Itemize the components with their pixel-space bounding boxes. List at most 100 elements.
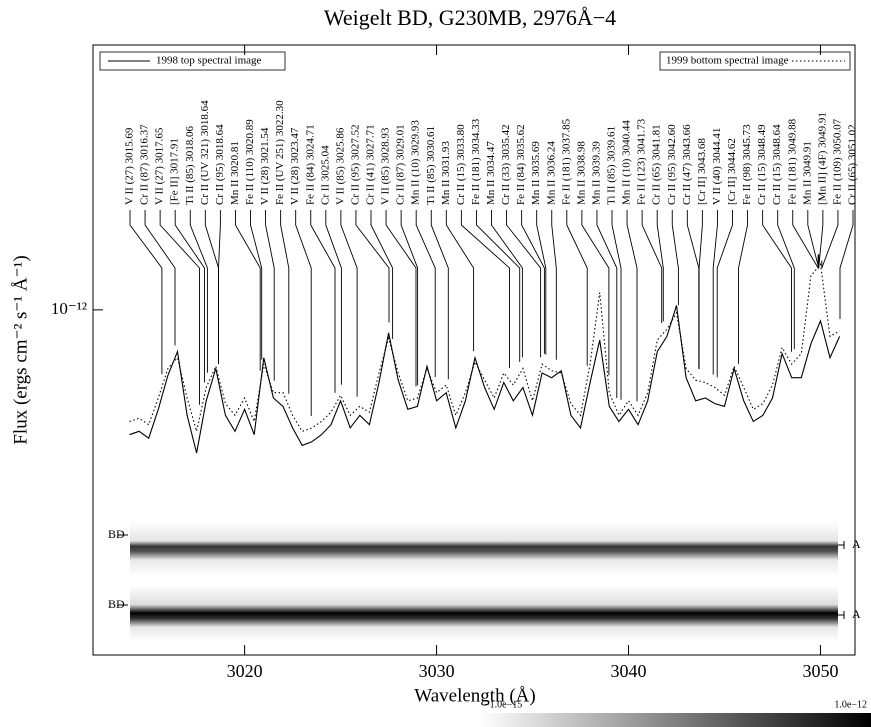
line-id-leader — [370, 210, 394, 339]
line-id-label: Cr II (65) 3051.02 — [847, 124, 859, 205]
line-id-label: [Mn II] (4F) 3049.91 — [816, 112, 828, 205]
line-id-leader — [821, 210, 839, 269]
spectrum-line — [129, 305, 841, 454]
line-id-label: Fe II (109) 3050.07 — [831, 118, 843, 205]
line-id-leader — [385, 210, 417, 387]
x-tick-label: 3020 — [227, 661, 263, 681]
line-id-label: V II (27) 3015.69 — [124, 127, 136, 205]
image-label: BD — [108, 597, 125, 611]
line-id-label: Mn II 3031.93 — [440, 141, 452, 205]
image-label: A — [852, 537, 861, 551]
line-id-leader — [641, 210, 663, 323]
image-label: BD — [108, 527, 125, 541]
line-id-label: Cr II 3025.04 — [319, 145, 331, 205]
image-marker — [838, 541, 845, 549]
spectral-image-1999 — [130, 585, 838, 641]
x-tick-label: 3030 — [419, 661, 455, 681]
line-id-leader — [506, 210, 542, 358]
line-id-label: Cr II (15) 3033.80 — [455, 124, 467, 205]
line-id-leader — [777, 210, 795, 350]
line-id-label: Cr II (15) 3048.64 — [771, 124, 783, 205]
line-id-label: Fe II (98) 3045.73 — [741, 124, 753, 205]
line-id-leader — [445, 210, 475, 352]
line-id-leader — [491, 210, 523, 358]
line-id-leader — [159, 210, 200, 405]
line-id-leader — [250, 210, 263, 360]
line-id-label: V II (28) 3021.54 — [259, 127, 271, 205]
line-id-leader — [611, 210, 622, 400]
line-id-label: Cr II (65) 3041.81 — [651, 124, 663, 205]
image-marker — [838, 611, 845, 619]
line-id-leader — [521, 210, 545, 354]
line-id-leader — [566, 210, 588, 366]
colorbar — [480, 713, 871, 727]
line-id-leader — [596, 210, 618, 398]
line-id-leader — [818, 210, 824, 269]
line-id-label: Cr II (95) 3042.60 — [666, 124, 678, 205]
line-id-label: V II (27) 3017.65 — [154, 127, 166, 205]
line-id-label: Mn II 3036.24 — [545, 141, 557, 205]
line-id-label: Mn II 3034.47 — [485, 141, 497, 205]
image-label: A — [852, 607, 861, 621]
line-id-label: Fe II (181) 3034.33 — [470, 118, 482, 205]
line-id-leader — [475, 210, 521, 362]
line-id-leader — [762, 210, 792, 352]
line-id-label: [Fe II] 3017.91 — [169, 138, 181, 205]
line-id-leader — [460, 210, 510, 369]
line-id-leader — [839, 210, 854, 319]
spectrum-line — [129, 262, 840, 432]
line-id-leader — [280, 210, 290, 394]
line-id-label: Mn II 3049.91 — [801, 141, 813, 205]
colorbar-label: 1.0e−12 — [834, 699, 867, 710]
line-id-leader — [234, 210, 261, 371]
line-id-leader — [738, 210, 749, 364]
line-id-leader — [626, 210, 638, 402]
line-id-label: Ti II (85) 3030.61 — [425, 126, 437, 205]
x-tick-label: 3050 — [802, 661, 838, 681]
line-id-leader — [325, 210, 342, 385]
line-id-label: V II (85) 3025.86 — [334, 127, 346, 205]
line-id-label: Fe II (UV 251) 3022.30 — [274, 100, 286, 205]
line-id-label: Fe II (123) 3041.73 — [636, 118, 648, 205]
legend-label: 1998 top spectral image — [156, 55, 262, 67]
legend-box — [659, 51, 851, 71]
x-tick-label: 3040 — [611, 661, 647, 681]
line-id-label: Mn II 3035.69 — [530, 141, 542, 205]
line-id-leader — [686, 210, 700, 369]
line-id-label: Cr II (41) 3027.71 — [365, 124, 377, 205]
line-id-label: Cr II (47) 3043.66 — [681, 124, 693, 205]
spectral-image-1998 — [130, 522, 838, 576]
x-axis-label: Wavelength (Å) — [414, 685, 535, 706]
line-id-label: Ti II (85) 3039.61 — [606, 126, 618, 205]
line-id-label: Mn II 3020.81 — [229, 141, 241, 205]
chart-title: Weigelt BD, G230MB, 2976Å−4 — [324, 5, 616, 30]
legend-box — [99, 51, 286, 71]
line-id-label: Fe II (181) 3037.85 — [560, 118, 572, 205]
line-id-leader — [218, 210, 221, 364]
line-id-label: V II (40) 3044.41 — [711, 128, 723, 205]
line-id-label: [Cr II] 3043.68 — [696, 138, 708, 205]
line-id-label: Mn II 3038.98 — [575, 141, 587, 205]
line-id-leader — [698, 210, 703, 369]
line-id-label: Mn II 3039.39 — [590, 141, 602, 205]
line-id-leader — [340, 210, 358, 397]
line-id-label: Cr II (87) 3029.01 — [395, 124, 407, 205]
line-id-leader — [189, 210, 208, 373]
line-id-label: Cr II (95) 3018.64 — [214, 124, 226, 205]
line-id-label: Mn II (10) 3040.44 — [621, 120, 633, 205]
line-id-leader — [551, 210, 557, 360]
line-id-label: Cr II (15) 3048.49 — [756, 124, 768, 205]
line-id-label: Mn II (10) 3029.93 — [410, 120, 422, 205]
line-id-leader — [430, 210, 449, 380]
line-id-leader — [295, 210, 312, 417]
plot-frame — [92, 44, 856, 656]
line-id-leader — [671, 210, 679, 306]
line-id-label: Cr II (95) 3027.52 — [349, 124, 361, 205]
legend-label: 1999 bottom spectral image — [666, 55, 789, 67]
line-id-leader — [415, 210, 436, 378]
line-id-label: V II (28) 3023.47 — [289, 127, 301, 205]
line-id-label: Cr II (87) 3016.37 — [139, 124, 151, 205]
line-id-label: V II (85) 3028.93 — [380, 127, 392, 205]
line-id-label: Cr II (UV 321) 3018.64 — [199, 100, 211, 205]
